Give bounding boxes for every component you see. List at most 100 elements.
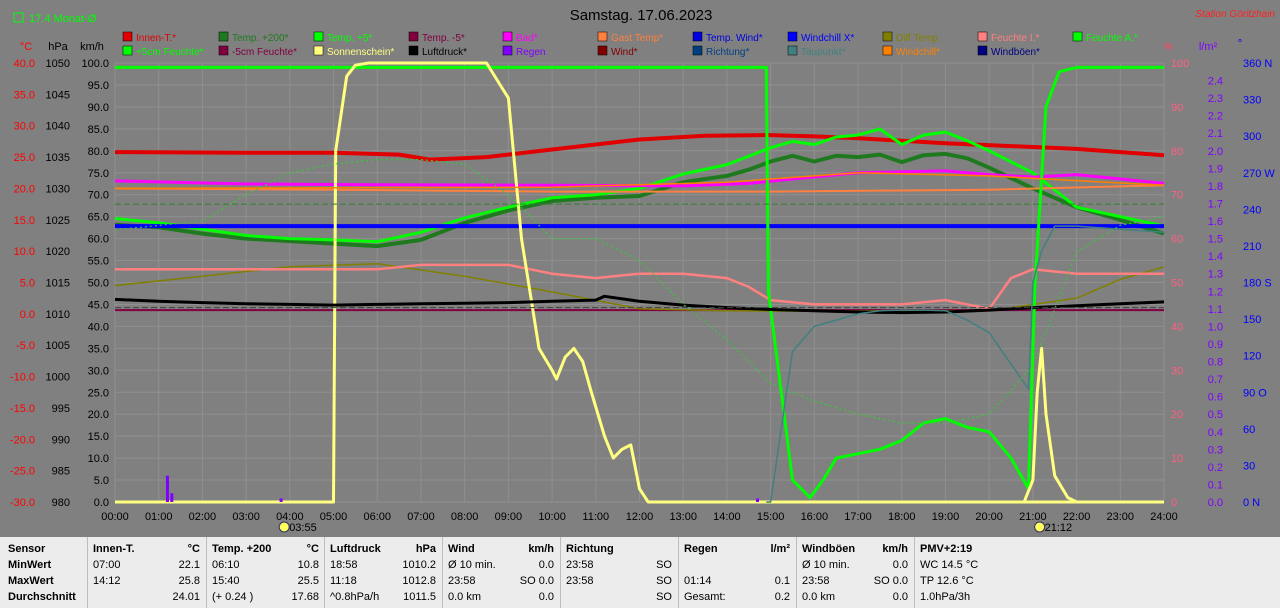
legend-label: Temp. +200*	[232, 33, 289, 44]
legend-swatch[interactable]	[218, 45, 229, 56]
stats-detail: 18:58	[330, 559, 358, 571]
tick-label-time: 05:00	[320, 511, 348, 523]
stats-detail: Ø 10 min.	[448, 559, 496, 571]
stats-row-label: Durchschnitt	[8, 591, 76, 603]
stats-separator	[560, 537, 561, 608]
stats-unit: hPa	[415, 543, 436, 555]
tick-label-hpa: 1020	[46, 246, 70, 258]
legend-swatch[interactable]	[692, 45, 703, 56]
chart-title: Samstag. 17.06.2023	[570, 7, 713, 24]
series-line	[114, 262, 1165, 313]
legend-swatch[interactable]	[408, 45, 419, 56]
statistics-panel: Sensor MinWert MaxWert Durchschnitt Innen-T.…	[0, 537, 1280, 608]
legend-label: Temp. Wind*	[706, 33, 763, 44]
legend-swatch[interactable]	[882, 31, 893, 42]
series-line	[114, 294, 1165, 315]
tick-label-lm2: 1.2	[1208, 286, 1223, 298]
stats-separator	[206, 537, 207, 608]
sun-time-label: 21:12	[1045, 522, 1073, 534]
tick-label-lm2: 2.1	[1208, 128, 1223, 140]
rain-bar	[756, 498, 760, 502]
tick-label-lm2: 0.2	[1208, 462, 1223, 474]
legend-swatch[interactable]	[597, 45, 608, 56]
stats-value: 10.8	[297, 559, 319, 571]
legend-swatch[interactable]	[502, 31, 513, 42]
stats-separator	[796, 537, 797, 608]
tick-label-lm2: 2.2	[1208, 111, 1223, 123]
tick-label-percent: 0	[1171, 497, 1177, 509]
stats-separator	[914, 537, 915, 608]
tick-label-direction: 0 N	[1243, 497, 1260, 509]
tick-label-hpa: 1005	[46, 340, 70, 352]
stats-value: 24.01	[172, 591, 200, 603]
tick-label-lm2: 1.7	[1208, 198, 1223, 210]
legend-swatch[interactable]	[882, 45, 893, 56]
tick-label-kmh: 35.0	[88, 343, 109, 355]
tick-label-kmh: 25.0	[88, 387, 109, 399]
tick-label-lm2: 0.5	[1208, 409, 1223, 421]
tick-label-kmh: 100.0	[81, 58, 109, 70]
tick-label-celsius: -25.0	[10, 466, 35, 478]
legend-swatch[interactable]	[502, 45, 513, 56]
stats-detail: 23:58	[448, 575, 476, 587]
legend-swatch[interactable]	[977, 31, 988, 42]
tick-label-time: 03:00	[232, 511, 260, 523]
legend-swatch[interactable]	[313, 31, 324, 42]
axis-header-deg: °	[1238, 38, 1242, 50]
tick-label-direction: 180 S	[1243, 278, 1272, 290]
tick-label-celsius: 10.0	[14, 246, 35, 258]
monat-checkbox[interactable]	[13, 12, 24, 23]
tick-label-hpa: 1030	[46, 183, 70, 195]
stats-header: Innen-T.	[93, 543, 135, 555]
tick-label-lm2: 1.4	[1208, 251, 1223, 263]
legend-swatch[interactable]	[122, 45, 133, 56]
tick-label-kmh: 20.0	[88, 409, 109, 421]
legend-swatch[interactable]	[122, 31, 133, 42]
tick-label-kmh: 0.0	[94, 497, 109, 509]
axis-header-hpa: hPa	[48, 41, 68, 53]
legend-swatch[interactable]	[597, 31, 608, 42]
tick-label-hpa: 1025	[46, 215, 70, 227]
legend-swatch[interactable]	[787, 31, 798, 42]
tick-label-percent: 90	[1171, 102, 1183, 114]
series-line	[115, 263, 1164, 311]
legend-swatch[interactable]	[408, 31, 419, 42]
legend-swatch[interactable]	[313, 45, 324, 56]
legend-label: Windchill X*	[801, 33, 854, 44]
tick-label-kmh: 70.0	[88, 190, 109, 202]
tick-label-lm2: 0.4	[1208, 427, 1223, 439]
tick-label-direction: 90 O	[1243, 387, 1267, 399]
stats-detail: 0.0 km	[448, 591, 482, 603]
legend-label: Regen	[516, 47, 545, 58]
legend-swatch[interactable]	[787, 45, 798, 56]
tick-label-celsius: -20.0	[10, 434, 35, 446]
tick-label-time: 13:00	[669, 511, 697, 523]
legend-swatch[interactable]	[692, 31, 703, 42]
legend-swatch[interactable]	[977, 45, 988, 56]
stats-row-label: MaxWert	[8, 575, 54, 587]
legend-swatch[interactable]	[218, 31, 229, 42]
tick-label-lm2: 1.8	[1208, 181, 1223, 193]
tick-label-kmh: 60.0	[88, 234, 109, 246]
legend-label: Richtung*	[706, 47, 749, 58]
tick-label-kmh: 50.0	[88, 278, 109, 290]
tick-label-hpa: 1035	[46, 152, 70, 164]
tick-label-hpa: 990	[52, 434, 70, 446]
legend-swatch[interactable]	[1072, 31, 1083, 42]
tick-label-lm2: 2.3	[1208, 93, 1223, 105]
legend-label: Innen-T.*	[136, 33, 176, 44]
tick-label-percent: 30	[1171, 365, 1183, 377]
tick-label-direction: 150	[1243, 314, 1261, 326]
stats-value: 1011.5	[403, 591, 436, 603]
series-line	[115, 61, 1164, 504]
tick-label-time: 16:00	[801, 511, 829, 523]
stats-unit: km/h	[528, 543, 554, 555]
tick-label-kmh: 45.0	[88, 299, 109, 311]
tick-label-lm2: 1.5	[1208, 234, 1223, 246]
tick-label-time: 08:00	[451, 511, 479, 523]
axis-header-lm2: l/m²	[1199, 41, 1218, 53]
series-line	[114, 151, 1165, 249]
tick-label-time: 17:00	[844, 511, 872, 523]
tick-label-lm2: 0.9	[1208, 339, 1223, 351]
tick-label-kmh: 40.0	[88, 321, 109, 333]
